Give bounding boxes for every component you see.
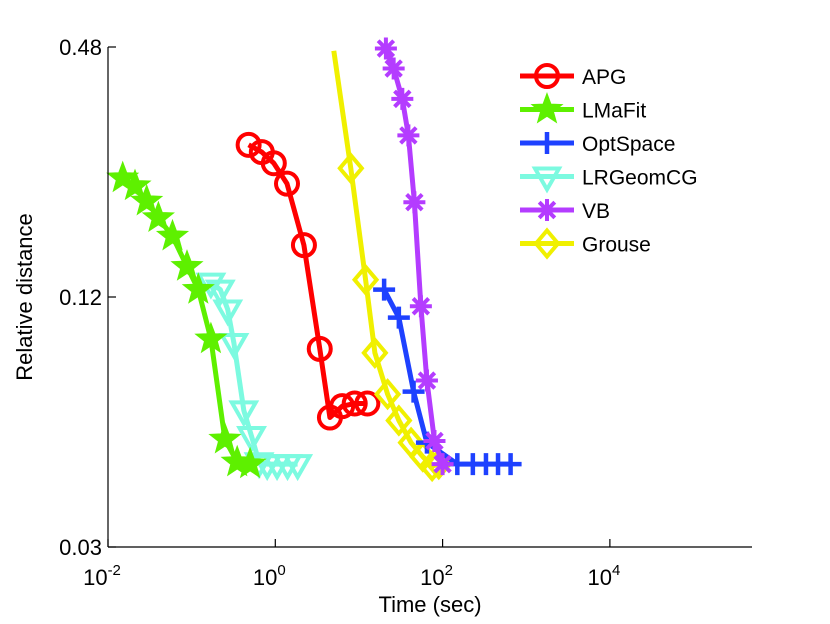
data-point-lrgeomcg xyxy=(228,400,260,428)
series-lrgeomcg xyxy=(195,272,314,482)
data-point-apg xyxy=(260,150,287,177)
data-point-vb xyxy=(382,57,405,80)
legend-item-lmafit: LMaFit xyxy=(520,92,646,124)
x-tick-label: 104 xyxy=(587,562,620,590)
data-point-lmafit xyxy=(208,421,242,454)
series-vb xyxy=(374,37,454,476)
legend: APG LMaFit OptSpace LRGeomCG VB Grouse xyxy=(520,63,698,260)
legend-marker-grouse xyxy=(533,227,561,260)
data-point-lmafit xyxy=(170,249,204,281)
y-axis-label: Relative distance xyxy=(12,213,37,381)
y-tick-label: 0.48 xyxy=(59,35,102,60)
data-point-lrgeomcg xyxy=(212,299,244,327)
data-point-lmafit xyxy=(181,272,215,304)
data-point-optspace xyxy=(387,306,410,329)
data-point-vb xyxy=(409,295,432,318)
series-apg xyxy=(235,131,381,431)
legend-label-apg: APG xyxy=(582,66,626,89)
data-point-lmafit xyxy=(194,321,228,354)
legend-item-grouse: Grouse xyxy=(520,227,651,260)
data-point-apg xyxy=(290,232,317,259)
y-tick-label: 0.12 xyxy=(59,285,102,310)
legend-marker-apg xyxy=(534,63,560,89)
data-point-lrgeomcg xyxy=(282,454,314,482)
legend-marker-lmafit xyxy=(530,92,564,124)
data-point-vb xyxy=(397,124,420,147)
data-point-vb xyxy=(403,191,426,214)
data-point-lmafit xyxy=(130,183,164,216)
x-tick-label: 102 xyxy=(420,562,453,590)
x-tick-label: 100 xyxy=(253,562,286,590)
data-point-lrgeomcg xyxy=(236,426,267,454)
series-grouse xyxy=(331,50,453,483)
data-point-optspace xyxy=(402,380,425,403)
data-point-grouse xyxy=(351,263,380,296)
legend-marker-optspace xyxy=(536,132,558,154)
legend-label-lmafit: LMaFit xyxy=(582,100,646,123)
data-point-optspace xyxy=(499,453,522,476)
legend-item-vb: VB xyxy=(520,199,610,223)
data-point-apg xyxy=(354,390,381,417)
x-tick-label: 10-2 xyxy=(83,562,121,590)
data-point-vb xyxy=(423,430,446,452)
data-point-apg xyxy=(341,390,368,417)
legend-marker-vb xyxy=(536,199,558,221)
legend-label-lrgeomcg: LRGeomCG xyxy=(582,167,698,190)
legend-label-grouse: Grouse xyxy=(582,234,651,257)
data-point-vb xyxy=(431,453,454,476)
y-tick-label: 0.03 xyxy=(59,535,102,560)
data-point-lrgeomcg xyxy=(218,332,250,360)
data-point-vb xyxy=(374,37,397,60)
data-point-lmafit xyxy=(141,200,175,233)
data-point-lrgeomcg xyxy=(204,279,236,307)
series-line-apg xyxy=(247,142,368,420)
data-point-grouse xyxy=(337,152,365,185)
x-axis-label: Time (sec) xyxy=(378,592,481,617)
data-point-apg xyxy=(306,335,333,362)
data-point-grouse xyxy=(373,378,402,411)
legend-item-lrgeomcg: LRGeomCG xyxy=(520,166,698,194)
series-lmafit xyxy=(106,160,267,479)
data-point-lmafit xyxy=(155,218,190,251)
data-point-vb xyxy=(415,369,438,392)
data-point-lmafit xyxy=(233,446,267,479)
data-point-apg xyxy=(235,131,262,158)
data-point-optspace xyxy=(373,278,396,301)
legend-marker-lrgeomcg xyxy=(531,166,563,194)
data-point-grouse xyxy=(361,336,389,370)
data-point-apg xyxy=(273,170,300,197)
legend-label-vb: VB xyxy=(582,200,610,223)
data-point-vb xyxy=(391,87,414,110)
data-point-apg xyxy=(329,393,356,420)
data-point-lmafit xyxy=(118,168,152,201)
legend-item-optspace: OptSpace xyxy=(520,132,675,156)
series-optspace xyxy=(373,278,522,476)
legend-item-apg: APG xyxy=(520,63,626,89)
legend-label-optspace: OptSpace xyxy=(582,133,675,156)
data-point-grouse xyxy=(385,404,413,437)
